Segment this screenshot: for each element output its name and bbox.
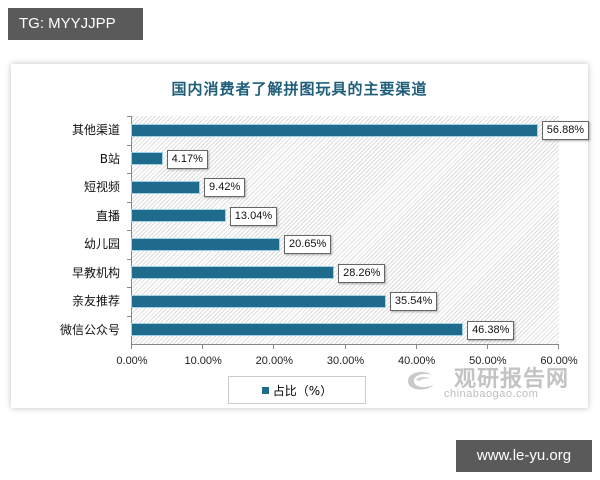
bar <box>132 153 162 165</box>
bar <box>132 210 225 222</box>
bar <box>132 181 200 193</box>
data-label: 13.04% <box>229 206 278 226</box>
category-label: 幼儿园 <box>83 237 120 252</box>
x-tick-label: 30.00% <box>326 355 365 367</box>
legend: 占比（%） <box>228 376 366 404</box>
y-tick <box>127 230 131 231</box>
legend-swatch <box>261 386 269 394</box>
chart-title: 国内消费者了解拼图玩具的主要渠道 <box>171 80 428 98</box>
x-tick <box>131 344 132 349</box>
x-tick <box>486 344 488 349</box>
bar <box>132 238 279 250</box>
category-label: 早教机构 <box>71 265 120 280</box>
x-tick <box>558 344 559 349</box>
data-label: 4.17% <box>166 149 208 169</box>
x-tick-label: 0.00% <box>116 355 148 367</box>
swirl-logo-icon <box>408 371 434 390</box>
y-tick <box>127 201 131 203</box>
category-label: 其他渠道 <box>71 123 120 138</box>
y-tick <box>127 116 131 117</box>
y-axis <box>131 116 132 346</box>
y-tick <box>127 258 131 260</box>
category-label: 微信公众号 <box>59 322 120 337</box>
x-tick-label: 60.00% <box>540 355 578 367</box>
category-label: 亲友推荐 <box>71 294 120 309</box>
chart-card: 国内消费者了解拼图玩具的主要渠道 0.00% 10.00% 20.00% 30.00%… <box>11 64 590 408</box>
x-tick <box>415 344 417 349</box>
data-label: 9.42% <box>204 178 246 198</box>
chinabaogao-watermark: 观研报告网 chinabaogao.com <box>396 361 576 405</box>
bar <box>132 124 537 136</box>
top-watermark-tag: TG: MYYJJPP <box>8 8 143 40</box>
x-tick-label: 10.00% <box>184 355 222 367</box>
x-tick <box>202 344 204 349</box>
x-tick-label: 20.00% <box>255 355 293 367</box>
data-label: 46.38% <box>467 320 515 340</box>
bar <box>132 267 334 279</box>
bar <box>132 295 385 307</box>
data-label: 28.26% <box>338 263 386 283</box>
watermark-name: 观研报告网 <box>454 367 570 392</box>
legend-label: 占比（%） <box>272 383 333 398</box>
x-tick-label: 50.00% <box>469 355 507 367</box>
data-label: 35.54% <box>389 292 438 312</box>
x-tick <box>344 344 346 349</box>
y-tick <box>127 173 131 174</box>
watermark-domain: chinabaogao.com <box>444 388 539 400</box>
data-label: 20.65% <box>283 235 332 255</box>
category-label: 直播 <box>95 208 120 223</box>
data-label: 56.88% <box>541 121 590 141</box>
y-tick <box>127 315 131 317</box>
x-tick <box>273 344 275 349</box>
y-tick <box>127 144 131 146</box>
bar <box>132 324 463 336</box>
bottom-watermark-tag: www.le-yu.org <box>456 440 592 472</box>
category-label: B站 <box>99 151 120 166</box>
x-tick-label: 40.00% <box>398 355 436 367</box>
category-label: 短视频 <box>83 180 120 195</box>
y-tick <box>127 287 131 288</box>
